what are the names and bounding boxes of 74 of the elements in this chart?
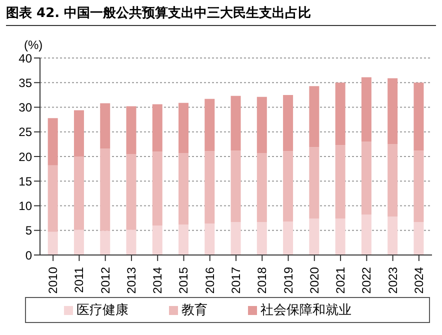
bar [74,156,84,230]
bar [126,106,136,154]
x-tick-label: 2022 [360,266,374,294]
y-tick-label: 40 [18,51,32,66]
bar [283,222,294,255]
y-tick-label: 25 [18,125,32,140]
bar [388,144,398,217]
bar [283,94,294,152]
y-tick-label: 30 [18,100,32,115]
y-tick-label: 5 [25,224,32,238]
y-tick-label: 0 [25,248,32,262]
bar [204,98,215,152]
bar [335,145,346,219]
bar [100,148,110,231]
x-tick-label: 2024 [412,266,426,294]
chart-title: 图表 42. 中国一般公共预算支出中三大民生支出占比 [6,4,436,26]
x-tick-label: 2013 [124,266,138,294]
bar [100,230,110,255]
bar [283,151,294,222]
legend-label: 社会保障和就业 [260,303,352,318]
bar [204,151,215,224]
bar [335,218,346,255]
bar [309,218,320,255]
bar [414,82,424,151]
bar [230,150,241,222]
bar [361,214,372,255]
y-tick-label: 10 [18,199,32,214]
bar [152,225,162,255]
bar [256,222,267,255]
x-tick-label: 2019 [281,266,296,294]
bar [309,147,320,219]
bar [48,165,58,232]
x-tick-label: 2015 [176,266,191,294]
bar [178,224,189,255]
x-tick-label: 2021 [334,266,348,294]
bar [361,142,372,215]
x-tick-label: 2014 [150,266,165,294]
bar [388,216,398,255]
bar [100,103,110,149]
bar [48,232,58,255]
y-axis-title: (%) [24,38,43,52]
bar [204,223,215,255]
x-tick-label: 2018 [255,266,270,294]
x-tick-label: 2023 [386,266,400,294]
bar [126,154,136,230]
bar [309,86,320,148]
x-tick-label: 2010 [46,266,60,294]
bar [74,230,84,255]
x-tick-label: 2016 [202,266,217,294]
bar [230,96,241,151]
x-tick-label: 2011 [72,266,86,293]
legend-label: 教育 [182,303,208,318]
bar [335,82,346,146]
bar [48,118,58,166]
y-tick-label: 35 [18,76,32,90]
bar [152,104,162,152]
bar [256,96,267,154]
bar [178,102,189,154]
bar [361,77,372,142]
y-tick-label: 20 [18,150,32,164]
x-tick-label: 2020 [307,266,322,294]
bar [388,78,398,144]
bar [152,152,162,226]
x-tick-label: 2017 [229,266,243,294]
bar [414,222,424,255]
bar [230,222,241,255]
bar [74,110,84,156]
legend-label: 医疗健康 [76,303,128,318]
bar [126,230,136,255]
bar [414,150,424,222]
bar [256,153,267,222]
bar [178,153,189,224]
x-tick-label: 2012 [98,266,112,294]
y-tick-label: 15 [18,174,32,188]
